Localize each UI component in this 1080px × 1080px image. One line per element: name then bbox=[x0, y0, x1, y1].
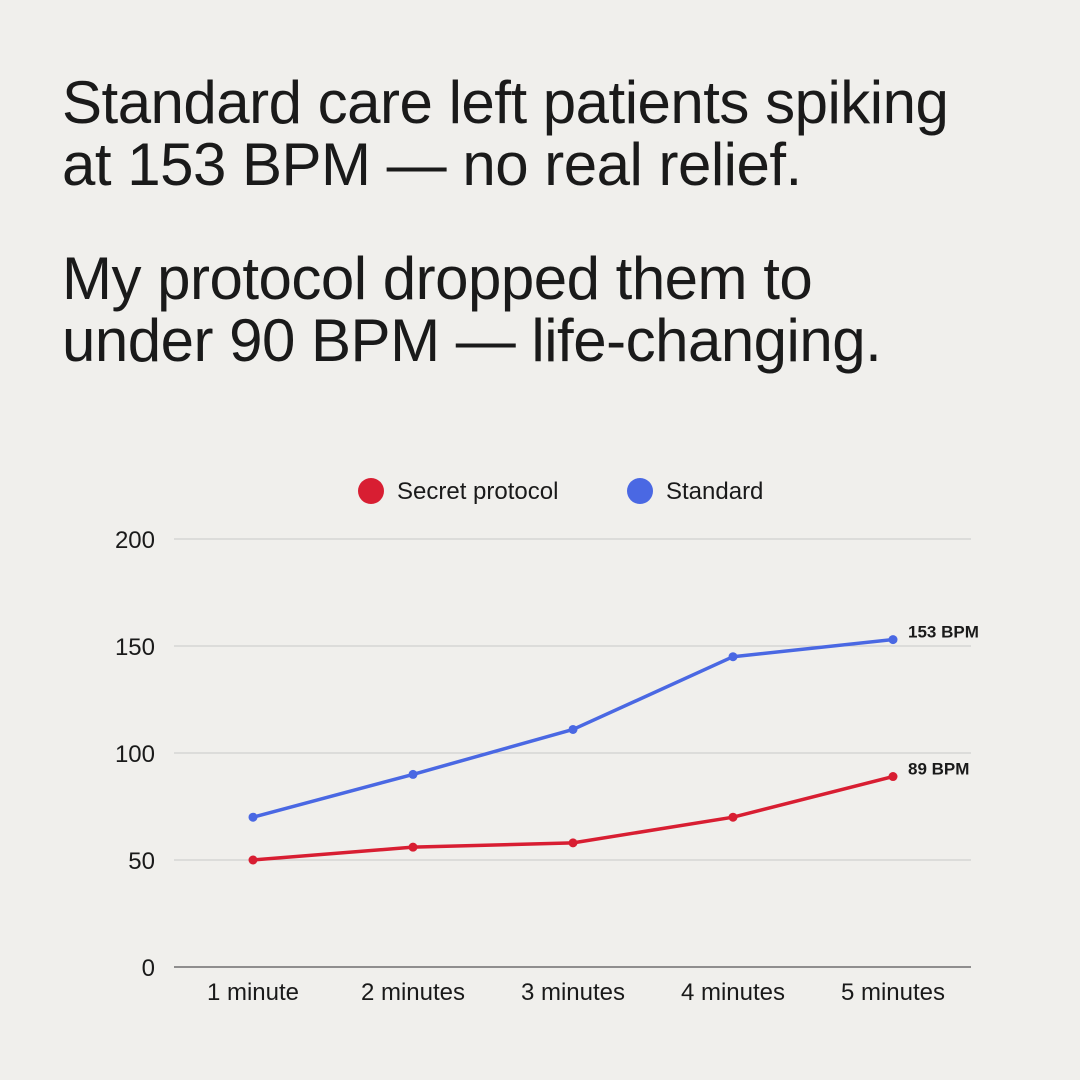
standard-point-5 bbox=[888, 635, 898, 645]
x-tick-label-3: 3 minutes bbox=[521, 979, 625, 1006]
y-axis-ticks: 0 50 100 150 200 bbox=[115, 527, 155, 982]
secret-end-label: 89 BPM bbox=[908, 760, 969, 779]
secret-legend-label: Secret protocol bbox=[397, 478, 558, 505]
secret-point-5 bbox=[888, 772, 898, 782]
standard-end-label: 153 BPM bbox=[908, 623, 979, 642]
y-tick-label-150: 150 bbox=[115, 634, 155, 661]
secret-series-line bbox=[251, 774, 895, 862]
x-tick-label-5: 5 minutes bbox=[841, 979, 945, 1006]
headline-line-4: under 90 BPM — life-changing. bbox=[62, 307, 882, 374]
chart-series bbox=[248, 635, 898, 865]
headline-line-3: My protocol dropped them to bbox=[62, 245, 813, 312]
secret-point-1 bbox=[248, 855, 258, 865]
y-tick-label-200: 200 bbox=[115, 527, 155, 554]
standard-legend-label: Standard bbox=[666, 478, 763, 505]
x-tick-label-4: 4 minutes bbox=[681, 979, 785, 1006]
chart-end-labels: 153 BPM 89 BPM bbox=[908, 623, 979, 779]
headline-line-1: Standard care left patients spiking bbox=[62, 69, 949, 136]
chart-gridlines bbox=[174, 538, 971, 968]
y-tick-label-0: 0 bbox=[142, 955, 155, 982]
x-tick-label-2: 2 minutes bbox=[361, 979, 465, 1006]
standard-point-4 bbox=[728, 652, 738, 662]
secret-point-3 bbox=[568, 838, 578, 848]
y-tick-label-50: 50 bbox=[128, 848, 155, 875]
standard-point-1 bbox=[248, 812, 258, 822]
secret-point-4 bbox=[728, 812, 738, 822]
secret-point-2 bbox=[408, 842, 418, 852]
standard-legend-marker bbox=[627, 478, 653, 504]
y-tick-label-100: 100 bbox=[115, 741, 155, 768]
chart-legend: Secret protocol Standard bbox=[358, 478, 763, 505]
headline-standard-care: Standard care left patients spiking at 15… bbox=[62, 72, 1042, 196]
standard-point-2 bbox=[408, 769, 418, 779]
headline-protocol: My protocol dropped them to under 90 BPM … bbox=[62, 248, 1042, 372]
secret-legend-marker bbox=[358, 478, 384, 504]
headline-line-2: at 153 BPM — no real relief. bbox=[62, 131, 802, 198]
standard-point-3 bbox=[568, 724, 578, 734]
x-axis-ticks: 1 minute 2 minutes 3 minutes 4 minutes 5 min… bbox=[207, 979, 945, 1006]
x-tick-label-1: 1 minute bbox=[207, 979, 299, 1006]
